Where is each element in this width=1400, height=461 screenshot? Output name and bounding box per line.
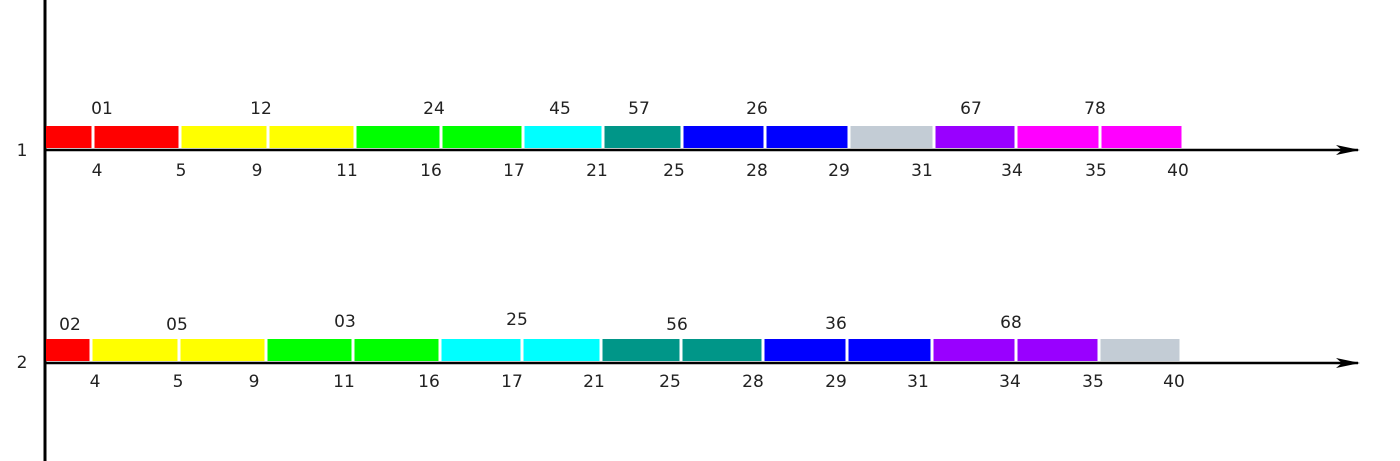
row-2-top-label: 25 <box>506 310 528 330</box>
row-2-segment <box>354 339 439 361</box>
row-1-tick-label: 5 <box>176 161 187 181</box>
row-2-segment <box>92 339 178 361</box>
row-1-top-label: 67 <box>960 99 982 119</box>
row-2-tick-label: 4 <box>90 372 101 392</box>
row-2-top-label: 05 <box>166 315 188 335</box>
row-2-tick-label: 16 <box>418 372 440 392</box>
row-1-tick-label: 40 <box>1167 161 1189 181</box>
row-2-tick-label: 29 <box>825 372 847 392</box>
row-1-label: 1 <box>17 141 28 161</box>
row-2-segment <box>1017 339 1098 361</box>
row-2-top-label: 36 <box>825 314 847 334</box>
row-2-top-label: 03 <box>334 312 356 332</box>
row-1-segment <box>766 126 848 148</box>
row-1-tick-label: 21 <box>586 161 608 181</box>
row-2-tick-label: 35 <box>1082 372 1104 392</box>
row-2-segment <box>180 339 265 361</box>
row-2-segment <box>46 339 90 361</box>
row-1-top-label: 57 <box>628 99 650 119</box>
row-1-segment <box>1017 126 1099 148</box>
row-2-tick-label: 21 <box>583 372 605 392</box>
row-2-top-label: 68 <box>1000 313 1022 333</box>
row-2-segment <box>267 339 352 361</box>
row-2-label: 2 <box>17 353 28 373</box>
row-1-tick-label: 9 <box>252 161 263 181</box>
row-2-tick-label: 17 <box>501 372 523 392</box>
row-1-top-label: 45 <box>549 99 571 119</box>
row-2-segment <box>848 339 931 361</box>
row-1-tick-label: 35 <box>1085 161 1107 181</box>
row-2-tick-label: 25 <box>659 372 681 392</box>
row-1-top-label: 01 <box>91 99 113 119</box>
row-1-segment <box>269 126 354 148</box>
row-2-segment <box>1100 339 1180 361</box>
row-1-top-label: 78 <box>1084 99 1106 119</box>
row-1-tick-label: 34 <box>1001 161 1023 181</box>
row-2-tick-label: 40 <box>1163 372 1185 392</box>
row-1-tick-label: 11 <box>336 161 358 181</box>
row-2-segment <box>764 339 846 361</box>
row-1-segment <box>46 126 92 148</box>
row-2-tick-label: 34 <box>999 372 1021 392</box>
row-1-segment <box>850 126 933 148</box>
row-1-segment <box>181 126 267 148</box>
row-2-segment <box>602 339 680 361</box>
row-1-segment <box>356 126 440 148</box>
row-1-segment <box>935 126 1015 148</box>
row-2-tick-label: 5 <box>173 372 184 392</box>
row-1-tick-label: 29 <box>828 161 850 181</box>
row-1-tick-label: 17 <box>503 161 525 181</box>
row-2-tick-label: 9 <box>249 372 260 392</box>
row-1-top-label: 26 <box>746 99 768 119</box>
row-2-tick-label: 31 <box>907 372 929 392</box>
row-1-tick-label: 4 <box>92 161 103 181</box>
row-1-top-label: 12 <box>250 99 272 119</box>
row-2-top-label: 56 <box>666 315 688 335</box>
row-1-top-label: 24 <box>423 99 445 119</box>
row-1-segment <box>1101 126 1182 148</box>
row-1-tick-label: 31 <box>911 161 933 181</box>
row-2-tick-label: 11 <box>333 372 355 392</box>
row-1-segment <box>442 126 522 148</box>
row-2-segment <box>523 339 600 361</box>
row-1-tick-label: 28 <box>746 161 768 181</box>
row-1-segment <box>524 126 602 148</box>
row-1-tick-label: 16 <box>420 161 442 181</box>
row-2-segment <box>933 339 1015 361</box>
row-2-top-label: 02 <box>59 315 81 335</box>
row-1-segment <box>604 126 681 148</box>
row-2-segment <box>441 339 521 361</box>
row-2-tick-label: 28 <box>742 372 764 392</box>
row-1-tick-label: 25 <box>663 161 685 181</box>
row-1-segment <box>94 126 179 148</box>
row-2-segment <box>682 339 762 361</box>
row-1-segment <box>683 126 764 148</box>
